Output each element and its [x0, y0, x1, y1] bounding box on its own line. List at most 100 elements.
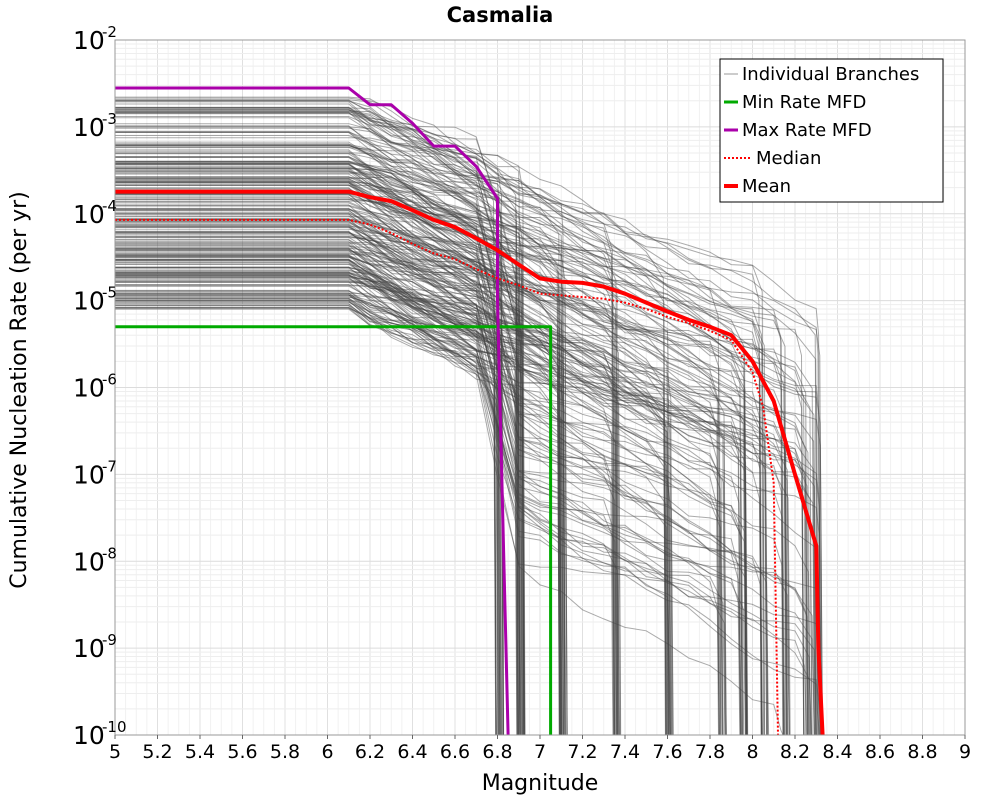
branch-line: [115, 250, 621, 735]
branch-line: [115, 244, 562, 735]
branch-line: [115, 208, 768, 735]
branch-line: [115, 100, 808, 735]
branch-line: [115, 207, 521, 735]
y-tick-label: 10-9: [73, 631, 117, 663]
branch-line: [115, 254, 566, 735]
branch-line: [115, 284, 815, 735]
branch-line: [115, 156, 620, 735]
branch-line: [115, 193, 817, 735]
branch-line: [115, 96, 722, 735]
branch-line: [115, 219, 788, 735]
branch-line: [115, 223, 618, 735]
branch-line: [115, 294, 667, 735]
branch-line: [115, 281, 671, 735]
branch-line: [115, 201, 563, 735]
branch-line: [115, 100, 519, 735]
branch-line: [115, 273, 810, 735]
branch-line: [115, 200, 722, 735]
branch-line: [115, 252, 790, 735]
branch-line: [115, 255, 727, 735]
branch-line: [115, 144, 785, 735]
branch-line: [115, 165, 668, 735]
y-tick-label: 10-7: [73, 457, 117, 489]
branch-line: [115, 143, 767, 735]
branch-line: [115, 132, 811, 735]
branch-line: [115, 272, 619, 735]
branch-line: [115, 216, 671, 735]
branch-line: [115, 97, 566, 735]
branch-line: [115, 247, 763, 735]
branch-line: [115, 167, 809, 735]
branch-line: [115, 296, 669, 735]
x-tick-label: 7.6: [652, 741, 682, 763]
branch-line: [115, 305, 497, 735]
branch-line: [115, 167, 670, 735]
branch-line: [115, 263, 763, 735]
branch-line: [115, 193, 720, 735]
branch-line: [115, 193, 674, 735]
branch-line: [115, 259, 805, 735]
branch-line: [115, 112, 765, 735]
branch-line: [115, 294, 568, 735]
series-layer: [115, 86, 825, 735]
branch-line: [115, 228, 500, 735]
branch-line: [115, 211, 619, 735]
branch-line: [115, 99, 526, 735]
y-tick-base: 10: [73, 26, 105, 55]
x-axis-ticks: 5 5.2 5.4 5.6 5.8 6 6.2 6.4 6.6 6.8 7 7.2 7.4 7.6 7.8 8…: [109, 735, 971, 763]
branch-line: [115, 107, 822, 735]
x-tick-label: 5: [109, 741, 121, 763]
branch-line: [115, 106, 505, 735]
branch-line: [115, 280, 669, 735]
legend-label-individual-branches: Individual Branches: [742, 64, 919, 85]
branch-line: [115, 185, 618, 735]
branch-line: [115, 255, 817, 735]
branch-line: [115, 130, 562, 735]
branch-line: [115, 215, 614, 735]
y-tick-exponent: -3: [102, 110, 117, 128]
branch-line: [115, 244, 810, 735]
branch-line: [115, 147, 619, 735]
branch-line: [115, 126, 519, 735]
branch-line: [115, 141, 564, 735]
x-tick-label: 8.6: [865, 741, 895, 763]
y-tick-base: 10: [73, 113, 105, 142]
branch-line: [115, 109, 520, 735]
branch-line: [115, 271, 521, 735]
branch-line: [115, 156, 784, 735]
x-tick-label: 6.4: [397, 741, 427, 763]
branch-line: [115, 176, 787, 735]
branch-line: [115, 236, 790, 735]
branch-line: [115, 111, 522, 735]
branch-line: [115, 300, 671, 735]
y-tick-exponent: -8: [102, 544, 117, 562]
branch-line: [115, 208, 727, 735]
branch-line: [115, 190, 748, 735]
branch-line: [115, 210, 747, 735]
branch-line: [115, 170, 568, 735]
branch-line: [115, 209, 519, 735]
branch-line: [115, 168, 822, 735]
branch-line: [115, 116, 666, 735]
branch-line: [115, 297, 667, 735]
branch-line: [115, 298, 526, 735]
x-tick-label: 6.2: [355, 741, 385, 763]
y-tick-base: 10: [73, 721, 105, 750]
branch-line: [115, 261, 815, 735]
branch-line: [115, 111, 819, 735]
branch-line: [115, 220, 819, 735]
y-tick-label: 10-3: [73, 110, 117, 142]
y-tick-exponent: -4: [102, 197, 117, 215]
y-tick-exponent: -7: [102, 457, 117, 475]
x-tick-label: 6.8: [482, 741, 512, 763]
y-tick-label: 10-6: [73, 371, 117, 403]
branch-line: [115, 269, 726, 735]
branch-line: [115, 254, 526, 735]
branch-line: [115, 160, 560, 735]
branch-line: [115, 110, 667, 735]
branch-line: [115, 281, 820, 735]
branch-line: [115, 241, 618, 735]
branch-line: [115, 152, 766, 735]
y-tick-label: 10-5: [73, 284, 117, 316]
branch-line: [115, 258, 763, 735]
